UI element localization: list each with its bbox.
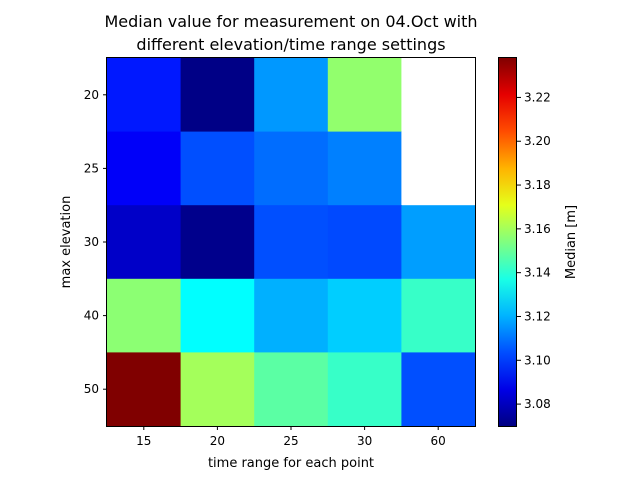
x-tick-label: 20 [210,434,225,448]
x-axis-ticks: 15 20 25 30 60 [136,426,446,448]
y-axis-ticks: 20 25 30 40 50 [84,88,107,396]
y-tick-label: 25 [84,161,99,175]
heatmap-cell [327,58,402,133]
heatmap-cell [254,58,329,133]
heatmap-cell [107,205,182,280]
heatmap-cell [107,278,182,353]
heatmap-cell [107,58,182,133]
y-tick-label: 50 [84,382,99,396]
x-tick-label: 15 [136,434,151,448]
x-axis-label: time range for each point [208,456,374,471]
heatmap-cell [327,352,402,427]
y-tick-label: 20 [84,88,99,102]
x-tick-label: 25 [283,434,298,448]
heatmap-cell [254,131,329,206]
heatmap-cell [180,278,255,353]
heatmap-cell [401,278,476,353]
chart-title-line-1: Median value for measurement on 04.Oct w… [104,12,477,31]
colorbar-tick-label: 3.16 [524,222,551,236]
y-tick-label: 30 [84,235,99,249]
heatmap-cell [180,58,255,133]
heatmap-cell [327,205,402,280]
y-axis-label: max elevation [59,196,74,289]
colorbar-bar [498,57,517,427]
heatmap-cell [107,352,182,427]
colorbar-tick-label: 3.18 [524,178,551,192]
x-tick-label: 60 [431,434,446,448]
colorbar-tick-label: 3.14 [524,266,551,280]
heatmap-cell [254,205,329,280]
heatmap-cell [401,205,476,280]
y-tick-label: 40 [84,309,99,323]
heatmap-cell [180,205,255,280]
x-tick-label: 30 [357,434,372,448]
heatmap-cell [401,131,476,206]
heatmap-cell [401,352,476,427]
colorbar-tick-label: 3.22 [524,90,551,104]
heatmap-cell [401,58,476,133]
colorbar-tick-label: 3.12 [524,309,551,323]
heatmap-cell [254,278,329,353]
heatmap-cell [180,352,255,427]
colorbar-tick-label: 3.10 [524,353,551,367]
colorbar-tick-label: 3.20 [524,134,551,148]
heatmap-cell [180,131,255,206]
heatmap-cell [254,352,329,427]
heatmap-cell [107,131,182,206]
colorbar-label: Median [m] [564,205,579,279]
colorbar-tick-label: 3.08 [524,397,551,411]
heatmap-cell [327,131,402,206]
heatmap-cell [327,278,402,353]
chart-title-line-2: different elevation/time range settings [136,35,445,54]
colorbar-ticks: 3.08 3.10 3.12 3.14 3.16 3.18 3.20 3.22 [517,90,551,411]
heatmap-cells [107,58,476,427]
